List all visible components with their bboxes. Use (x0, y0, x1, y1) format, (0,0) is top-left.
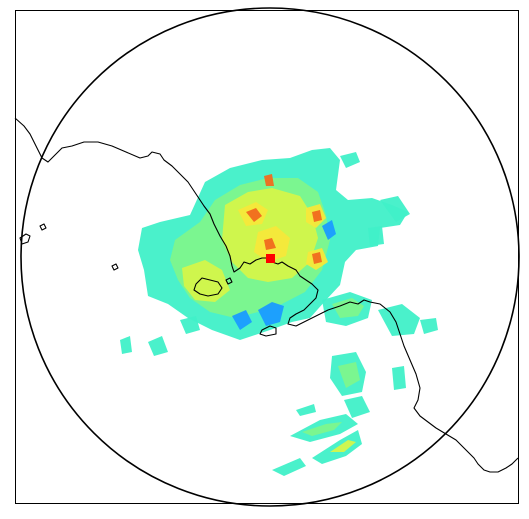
islet-far-west-2 (39, 223, 47, 231)
echo-yellow-green-west (182, 260, 230, 302)
echo-blue-edge-1 (258, 302, 284, 326)
echo-se-band-4-core (338, 362, 360, 388)
echo-blue-edge-3 (232, 310, 252, 330)
islet-small-1 (225, 277, 233, 285)
radar-range-ring (20, 7, 520, 507)
island-west (193, 277, 223, 297)
echo-ne-cell-1 (380, 196, 410, 222)
echo-ne-cell-3 (368, 226, 384, 246)
echo-south-band-1-core (302, 422, 342, 436)
radar-site-marker (266, 254, 275, 263)
echo-se-band-6 (392, 366, 406, 390)
echo-ne-cell-2 (340, 152, 360, 168)
radar-echo-layer (120, 148, 438, 476)
echo-west-cell-1 (120, 336, 132, 354)
echo-se-band-2 (378, 304, 420, 336)
echo-se-band-3 (420, 318, 438, 334)
echo-orange-core-2 (264, 174, 274, 186)
echo-se-band-5 (344, 396, 370, 418)
echo-west-cell-3 (180, 316, 200, 334)
echo-south-band-4 (296, 404, 316, 416)
coastline-north-shore (14, 117, 519, 473)
echo-orange-core-1 (246, 208, 262, 222)
echo-orange-core-4 (312, 252, 322, 264)
island-south (259, 325, 277, 337)
echo-orange-core-3 (312, 210, 322, 222)
islet-small-2 (111, 263, 119, 271)
echo-west-cell-2 (148, 336, 168, 356)
echo-south-band-2 (312, 430, 362, 464)
echo-orange-core-5 (264, 238, 276, 250)
echo-south-band-2-core (330, 440, 356, 452)
echo-blue-edge-2 (322, 220, 336, 240)
echo-south-band-3 (272, 458, 306, 476)
